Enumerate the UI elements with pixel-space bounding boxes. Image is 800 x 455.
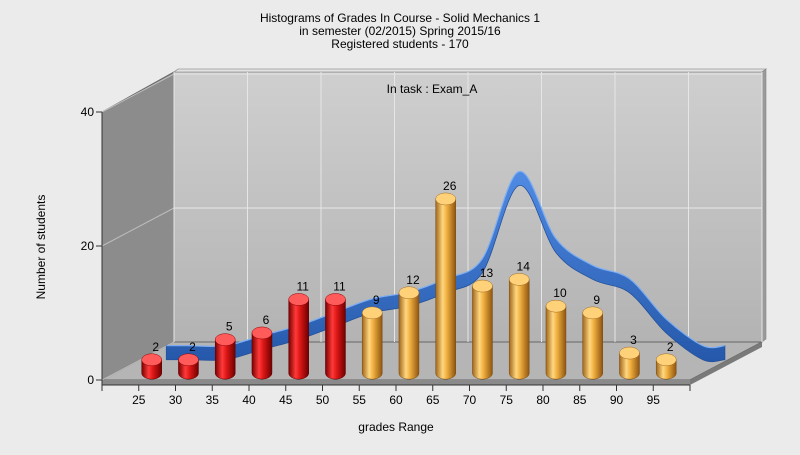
chart-subtitle: in semester (02/2015) Spring 2015/16 [299,24,501,38]
chart-title: Histograms of Grades In Course - Solid M… [260,11,540,25]
bar-value-label: 13 [480,266,494,280]
bar-30 [178,353,199,380]
x-tick-label: 75 [500,393,514,407]
y-tick-label: 0 [87,373,94,387]
floor-edge [102,380,690,385]
y-axis-label: Number of students [34,195,48,300]
bar-cap [582,306,603,320]
bar-cap [178,353,199,367]
bar-75 [508,273,530,380]
bar-cap [398,286,420,300]
grid-lines [101,72,763,381]
x-tick-label: 60 [389,393,403,407]
bar-cap [545,299,567,313]
bar-cap [361,306,383,320]
chart-subtitle-students: Registered students - 170 [331,37,469,51]
bar-value-label: 26 [443,179,457,193]
bar-body [361,312,383,380]
bar-cap [288,293,309,306]
x-tick-label: 35 [206,393,220,407]
bar-value-label: 11 [296,279,309,293]
bar-body [435,198,456,380]
gridline-side [101,73,175,113]
bar-55 [361,306,383,380]
bar-body [545,305,567,380]
bar-body [325,299,346,380]
bar-value-label: 2 [667,340,674,354]
bar-body [214,339,236,380]
bar-body [582,312,603,380]
right-wall-edge [761,68,767,343]
bar-body [398,292,420,380]
bar-cap [619,346,640,360]
bar-25 [141,353,162,380]
bar-cap [472,279,493,293]
y-tick-label: 40 [81,105,95,119]
bar-value-label: 12 [406,273,420,287]
bar-50 [325,293,346,380]
bar-95 [655,353,677,380]
x-tick-label: 50 [316,393,330,407]
bar-70 [472,279,493,380]
bar-cap [435,192,456,206]
chart-walls [101,68,768,385]
bar-cap [214,333,236,346]
bar-body [508,279,530,380]
x-tick-label: 40 [242,393,256,407]
bar-value-label: 3 [630,333,637,347]
bar-90 [619,346,640,380]
bar-value-label: 6 [263,313,270,327]
bar-45 [288,293,309,380]
bar-body [251,332,273,380]
bar-35 [214,333,236,380]
bar-body [288,299,309,380]
bar-cap [508,273,530,286]
x-tick-label: 45 [279,393,293,407]
bar-cap [655,353,677,367]
x-tick-label: 95 [647,393,661,407]
x-tick-label: 65 [426,393,440,407]
bar-60 [398,286,420,380]
bar-value-label: 2 [189,340,196,354]
bar-cap [251,326,273,340]
bar-value-label: 5 [226,320,233,334]
x-tick-label: 90 [610,393,624,407]
gridline-side [101,341,175,381]
x-axis-label: grades Range [358,420,434,434]
bar-85 [582,306,603,380]
bar-value-label: 11 [333,279,346,293]
x-tick-label: 80 [536,393,550,407]
y-tick-label: 20 [81,239,95,253]
x-tick-label: 70 [463,393,477,407]
x-tick-label: 55 [353,393,367,407]
task-annotation: In task : Exam_A [387,82,478,96]
bar-cap [325,293,346,306]
x-tick-label: 25 [132,393,146,407]
bar-body [619,352,640,380]
bar-value-label: 2 [152,340,159,354]
x-tick-label: 85 [573,393,587,407]
bar-65 [435,192,456,380]
bar-80 [545,299,567,380]
bar-40 [251,326,273,380]
side-wall [101,71,175,381]
x-tick-label: 30 [169,393,183,407]
bar-value-label: 9 [593,293,600,307]
wall-rim [172,68,768,73]
bar-value-label: 9 [373,293,380,307]
bar-body [472,285,493,380]
bar-series: 2 2 5 6 11 11 9 12 26 13 14 10 9 3 2 [141,179,677,380]
bar-cap [141,353,162,367]
bar-value-label: 14 [517,259,531,273]
floor-side-edge [690,342,762,385]
bar-value-label: 10 [553,286,567,300]
gridline-side [101,207,175,247]
